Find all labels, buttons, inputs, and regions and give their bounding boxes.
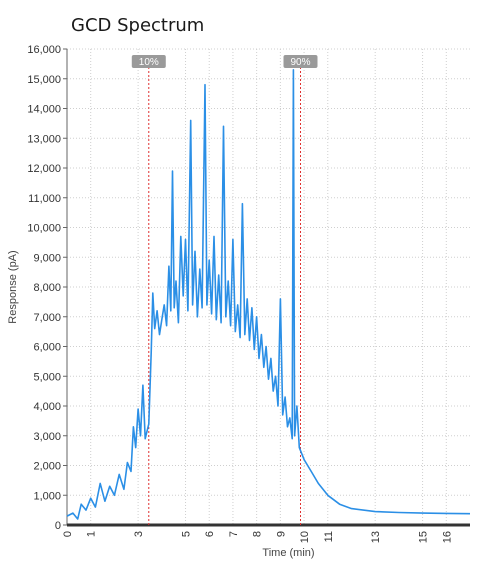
y-tick-label: 15,000 [27,74,61,86]
x-tick-label: 10 [299,531,311,543]
x-tick-label: 7 [228,531,240,537]
y-tick-label: 10,000 [27,223,61,235]
y-tick-label: 3,000 [33,431,61,443]
y-tick-label: 7,000 [33,312,61,324]
y-tick-label: 8,000 [33,282,61,294]
y-tick-label: 12,000 [27,163,61,175]
x-tick-label: 3 [133,531,145,537]
x-tick-label: 9 [275,531,287,537]
series-line [66,69,471,520]
marker-badge [283,55,318,68]
y-tick-label: 5,000 [33,371,61,383]
x-tick-label: 8 [252,531,264,537]
y-tick-labels: 0 1,000 2,000 3,000 4,000 5,000 6,000 7,000 8,00… [27,44,61,532]
y-tick-label: 11,000 [28,193,61,205]
y-tick-label: 0 [55,520,61,532]
y-axis-label: Response (pA) [7,250,19,323]
x-tick-label: 6 [204,531,216,537]
x-tick-label: 16 [441,531,453,543]
x-axis-label: Time (min) [262,547,314,559]
x-tick-label: 15 [418,531,430,543]
x-tick-label: 5 [181,531,193,537]
y-tick-label: 14,000 [27,104,61,116]
y-tick-label: 13,000 [27,133,61,145]
series-group [66,69,471,520]
x-tick-label: 0 [62,531,74,537]
y-tick-label: 1,000 [33,490,61,502]
y-tick-label: 6,000 [33,342,61,354]
axes [63,48,470,527]
marker-label: 10% [139,57,159,68]
y-tick-label: 16,000 [27,44,61,56]
percent-markers: 10% 90% [131,55,318,525]
y-tick-label: 4,000 [33,401,61,413]
x-tick-label: 1 [86,531,98,537]
grid-lines [66,48,470,526]
y-tick-label: 2,000 [33,461,61,473]
y-tick-label: 9,000 [33,252,61,264]
x-tick-label: 11 [323,531,335,542]
marker-label: 90% [290,57,310,68]
marker-badge [131,55,166,68]
chart-title: GCD Spectrum [71,15,205,36]
x-tick-label: 13 [370,531,382,543]
x-tick-labels: 0 1 3 5 6 7 8 9 10 11 13 15 16 [62,531,453,543]
